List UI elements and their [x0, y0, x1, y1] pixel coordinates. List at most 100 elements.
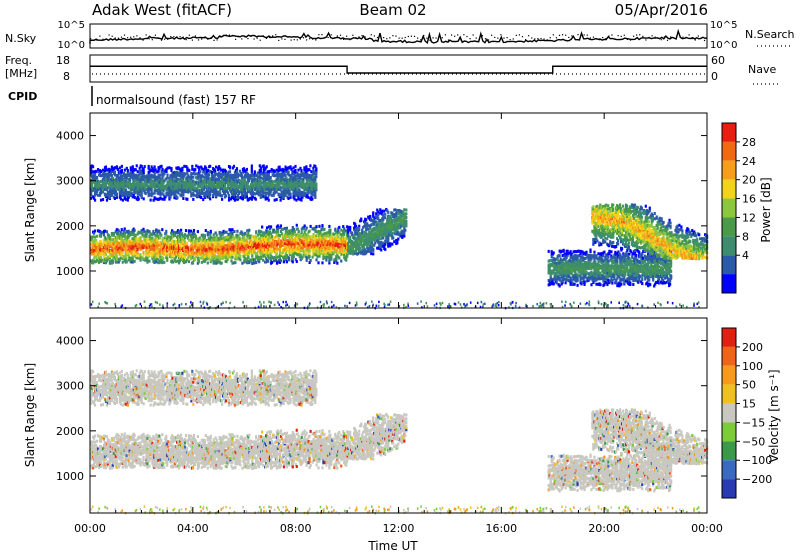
power-cell	[116, 247, 119, 251]
power-cell	[119, 231, 122, 235]
nsearch-point	[703, 39, 706, 42]
power-cell	[209, 229, 212, 233]
power-cell	[323, 237, 326, 241]
power-cell	[268, 169, 271, 173]
nsearch-point	[574, 38, 576, 40]
power-cell	[188, 175, 191, 179]
power-cell	[261, 190, 264, 194]
power-cell	[122, 193, 125, 197]
power-cell	[339, 241, 342, 245]
power-cell	[116, 174, 119, 178]
power-cell	[171, 173, 174, 177]
power-cell	[279, 224, 283, 228]
nsearch-point	[642, 35, 644, 37]
power-cell	[333, 232, 336, 236]
power-cell	[137, 256, 140, 260]
power-cell	[269, 259, 273, 263]
nsearch-point	[688, 34, 690, 36]
power-cell	[110, 169, 114, 173]
power-cell	[138, 244, 141, 248]
nsearch-point	[518, 34, 521, 36]
power-cell	[233, 239, 236, 243]
power-cell	[243, 178, 246, 182]
power-cell	[177, 234, 180, 238]
nsearch-point	[309, 38, 311, 40]
power-cell	[140, 179, 143, 183]
power-cell	[275, 198, 278, 202]
power-cell	[310, 236, 313, 240]
power-cell	[166, 173, 169, 177]
power-cell	[291, 257, 294, 261]
power-cell	[177, 190, 180, 194]
nsearch-point	[497, 37, 499, 39]
power-cell	[218, 165, 221, 169]
power-cell	[115, 192, 118, 196]
nsearch-point	[546, 39, 548, 41]
power-cell	[185, 177, 188, 181]
power-cell	[351, 231, 354, 235]
nsearch-point	[157, 37, 160, 40]
power-cell	[108, 254, 111, 258]
power-cell	[209, 237, 212, 241]
power-cell	[282, 248, 286, 252]
power-cell	[102, 231, 106, 235]
power-cell	[110, 250, 113, 254]
nsearch-point	[173, 36, 175, 38]
power-cell	[281, 255, 285, 259]
power-cell	[220, 238, 223, 242]
power-cell	[103, 187, 107, 191]
nsearch-point	[509, 39, 511, 41]
nsearch-point	[376, 36, 379, 39]
power-cell	[265, 184, 268, 188]
power-cell	[136, 232, 139, 236]
nsearch-point	[383, 37, 385, 39]
power-cell	[269, 186, 272, 190]
nsearch-point	[410, 35, 413, 37]
power-cell	[283, 227, 287, 231]
power-cell	[95, 190, 99, 194]
nsearch-point	[355, 37, 357, 39]
power-cell	[259, 250, 262, 254]
power-cell	[210, 249, 213, 253]
power-cell	[273, 255, 277, 259]
nsearch-point	[450, 34, 453, 36]
power-cell	[236, 193, 240, 197]
nsearch-point	[272, 35, 274, 37]
power-cell	[177, 241, 180, 245]
power-cell	[312, 233, 315, 237]
power-cell	[166, 254, 169, 258]
power-cell	[155, 236, 158, 240]
power-cell	[312, 166, 315, 170]
power-cell	[111, 185, 115, 189]
power-cell	[170, 237, 173, 241]
power-cell	[177, 171, 180, 175]
power-cell	[293, 191, 296, 195]
power-cell	[294, 168, 297, 172]
nsearch-point	[281, 38, 283, 40]
power-cell	[311, 249, 314, 253]
nsearch-point	[577, 34, 579, 36]
power-cell	[108, 256, 111, 260]
power-cell	[201, 256, 204, 260]
power-cell	[268, 241, 272, 245]
power-cell	[340, 259, 343, 263]
power-cell	[292, 255, 295, 259]
power-cell	[299, 166, 302, 170]
power-cell	[309, 259, 312, 263]
power-cell	[180, 252, 184, 256]
power-cell	[265, 256, 268, 260]
power-cell	[347, 243, 350, 247]
power-cell	[153, 177, 156, 181]
power-cell	[365, 228, 368, 232]
nsearch-point	[120, 36, 123, 38]
power-cell	[338, 231, 341, 235]
power-cell	[206, 233, 209, 237]
power-cell	[215, 194, 218, 198]
power-cell	[270, 170, 273, 174]
power-cell	[315, 258, 318, 262]
power-cell	[206, 177, 209, 181]
power-cell	[277, 237, 281, 241]
power-cell	[180, 236, 184, 240]
power-cell	[278, 260, 282, 264]
